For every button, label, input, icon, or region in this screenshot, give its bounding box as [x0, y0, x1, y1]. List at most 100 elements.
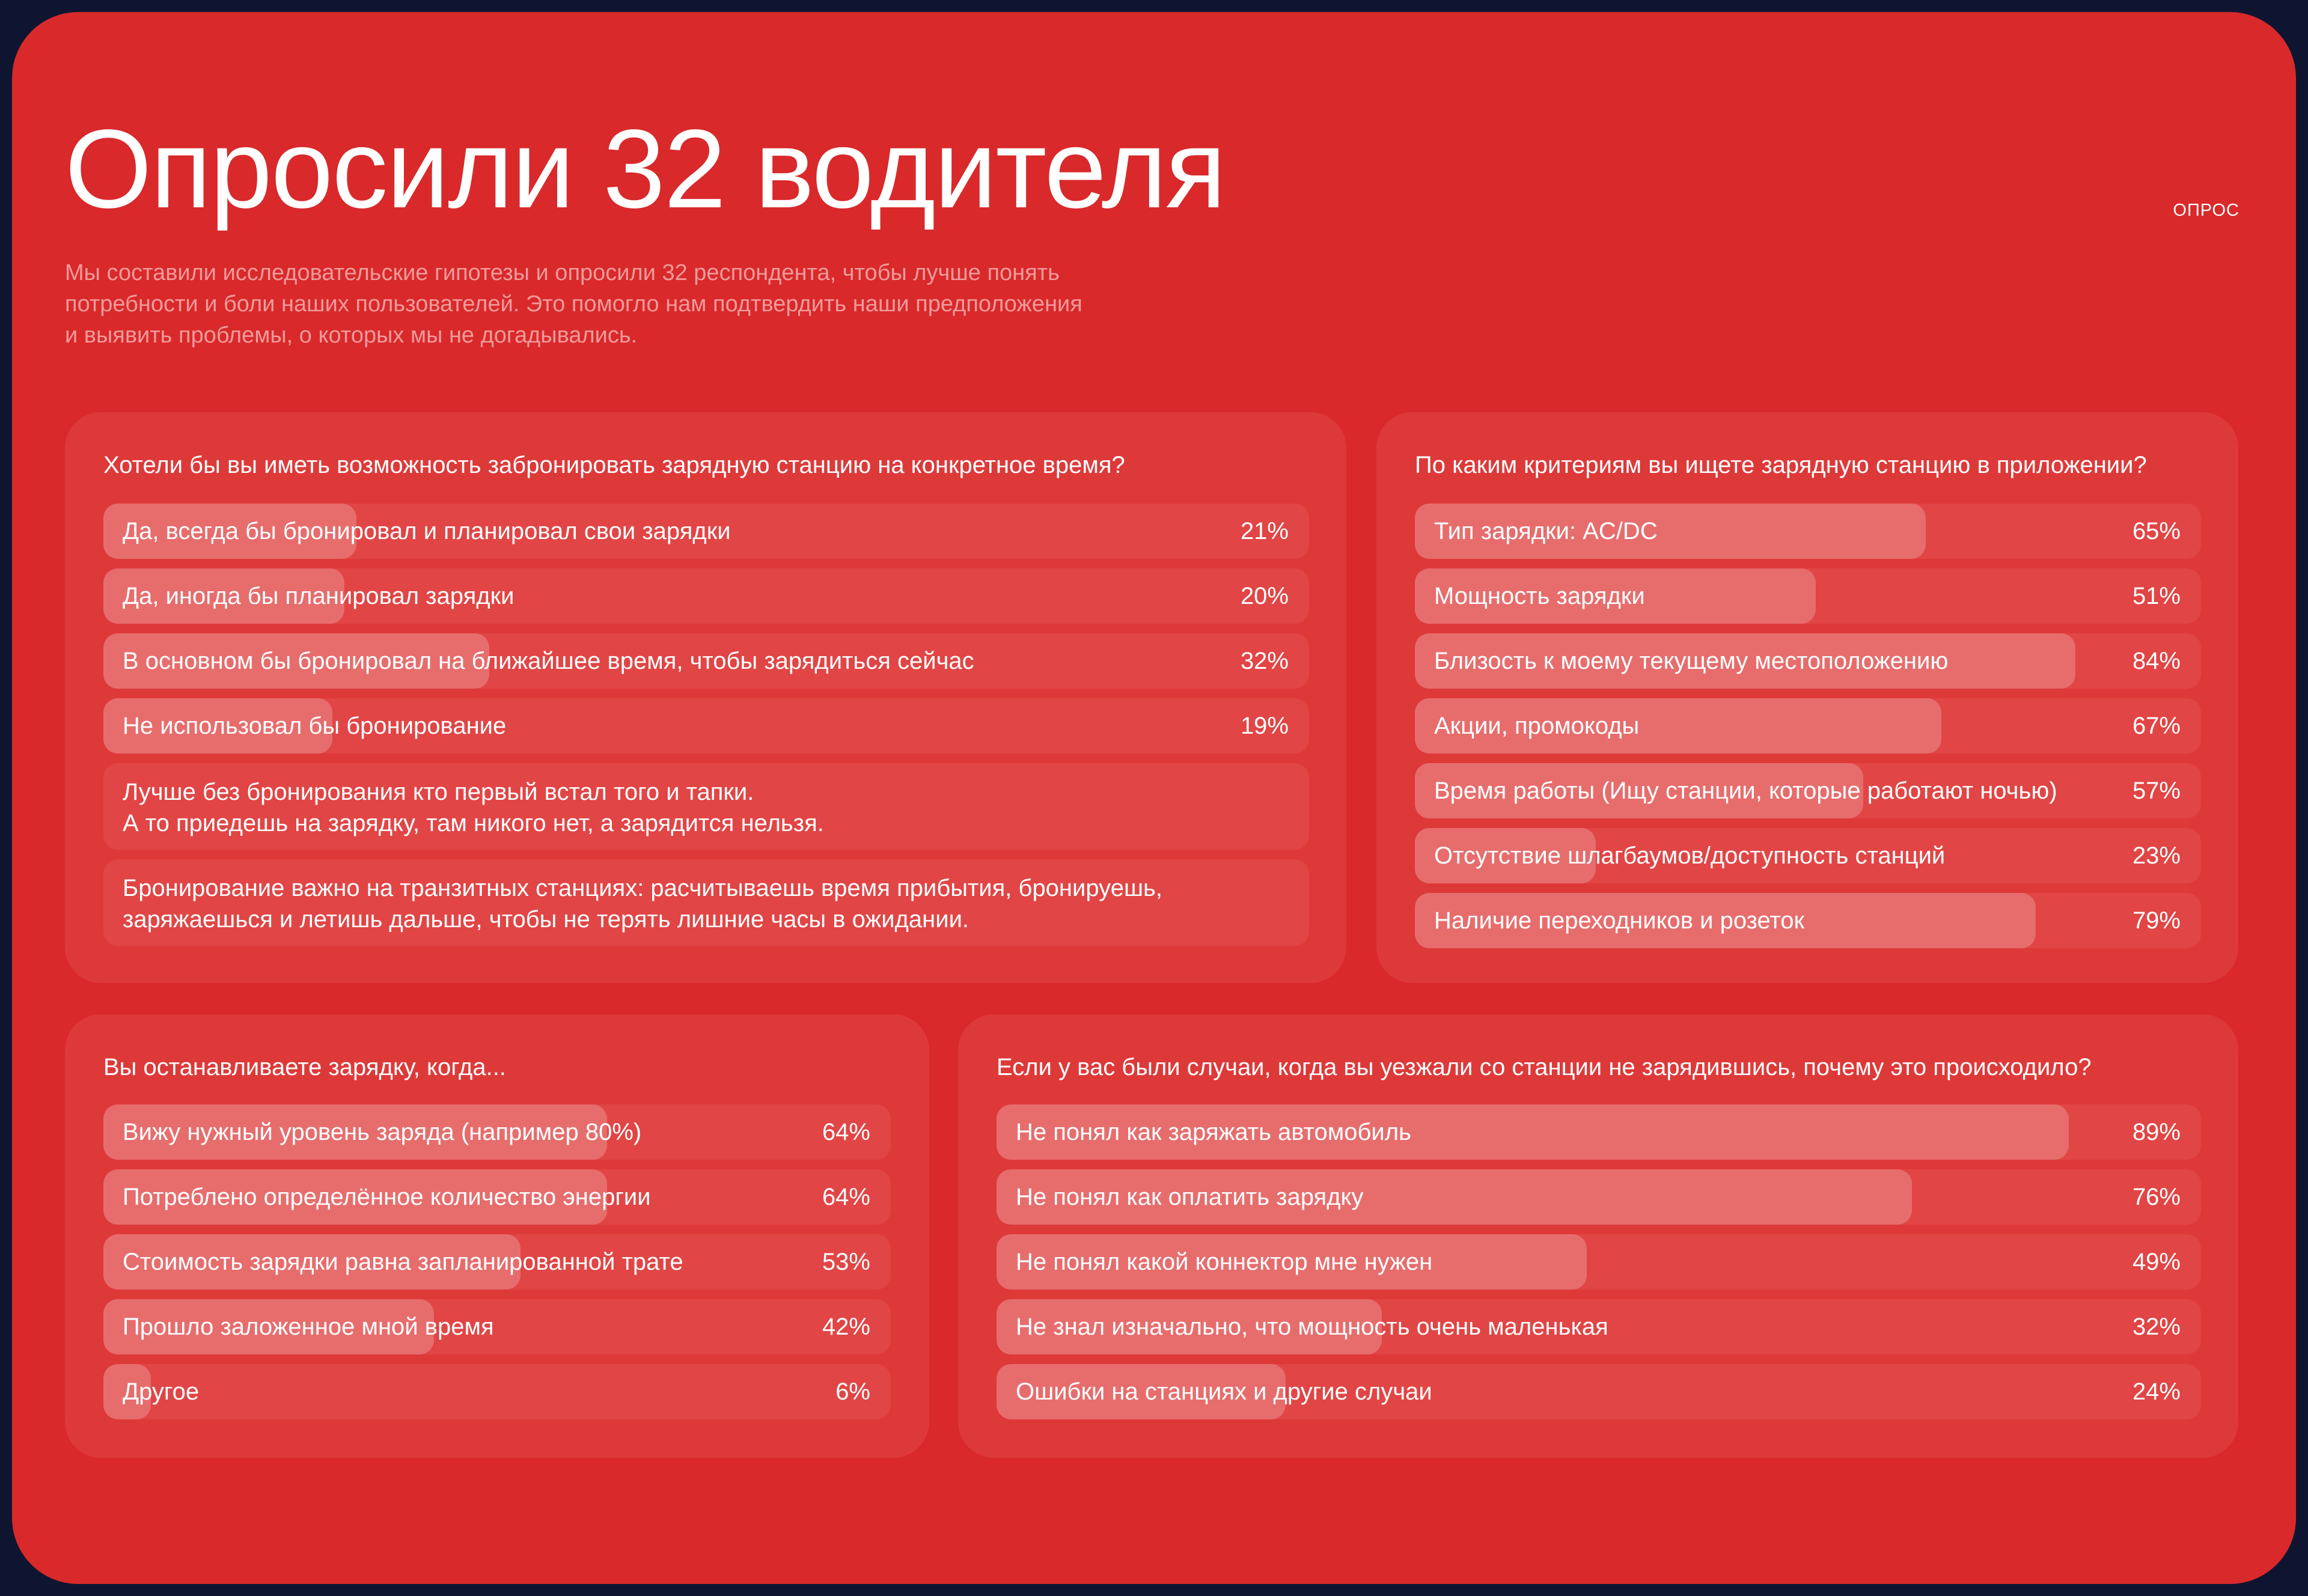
answer-bar: Время работы (Ищу станции, которые работ…	[1415, 763, 2201, 818]
section-tag: ОПРОС	[2173, 201, 2239, 220]
answer-bar-fill	[1415, 893, 2036, 948]
answer-label: Не использовал бы бронирование	[123, 713, 507, 739]
answer-label: Не знал изначально, что мощность очень м…	[1016, 1314, 1608, 1340]
answer-label: Ошибки на станциях и другие случаи	[1016, 1378, 1432, 1405]
answer-bar: Близость к моему текущему местоположению…	[1415, 633, 2201, 689]
answer-percent: 67%	[2132, 713, 2181, 739]
answer-bar-fill	[103, 1234, 521, 1290]
answer-bar: Стоимость зарядки равна запланированной …	[103, 1234, 891, 1290]
answer-label: Близость к моему текущему местоположению	[1434, 648, 1949, 674]
answer-bar-fill	[1415, 763, 1863, 818]
answer-bar: В основном бы бронировал на ближайшее вр…	[103, 633, 1309, 689]
quote-line: А то приедешь на зарядку, там никого нет…	[123, 810, 824, 836]
answer-percent: 19%	[1240, 713, 1289, 739]
subtitle-line: и выявить проблемы, о которых мы не дога…	[65, 323, 638, 348]
subtitle-line: потребности и боли наших пользователей. …	[65, 291, 1082, 317]
answer-label: Тип зарядки: AC/DC	[1434, 518, 1658, 544]
answer-bar: Не использовал бы бронирование 19%	[103, 698, 1309, 754]
answer-bar-fill	[1415, 698, 1942, 754]
answer-bar-fill	[103, 1364, 151, 1419]
answer-label: Акции, промокоды	[1434, 713, 1640, 739]
answer-bar: Наличие переходников и розеток 79%	[1415, 893, 2201, 948]
answer-label: В основном бы бронировал на ближайшее вр…	[123, 648, 974, 674]
answer-bar: Не понял как оплатить зарядку 76%	[997, 1169, 2201, 1225]
answer-bar-fill	[103, 1169, 608, 1225]
answer-bar-fill	[1415, 504, 1926, 559]
answer-label: Мощность зарядки	[1434, 583, 1645, 609]
answer-percent: 65%	[2132, 518, 2181, 544]
answer-label: Не понял как оплатить зарядку	[1016, 1184, 1364, 1210]
answer-percent: 24%	[2132, 1378, 2181, 1405]
answer-percent: 49%	[2132, 1249, 2181, 1275]
answer-bar-fill	[997, 1234, 1587, 1290]
answer-bar-fill	[103, 1299, 435, 1354]
respondent-quote: Бронирование важно на транзитных станция…	[103, 859, 1309, 946]
answer-percent: 89%	[2132, 1119, 2181, 1145]
answer-percent: 6%	[835, 1378, 870, 1405]
answer-bar: Потреблено определённое количество энерг…	[103, 1169, 891, 1225]
answer-label: Не понял как заряжать автомобиль	[1016, 1119, 1411, 1145]
page-subtitle: Мы составили исследовательские гипотезы …	[65, 257, 1237, 351]
answer-bar-fill	[103, 633, 489, 689]
question-leave: Если у вас были случаи, когда вы уезжали…	[997, 1054, 2092, 1080]
answer-percent: 21%	[1240, 518, 1289, 544]
answer-percent: 32%	[2132, 1314, 2181, 1340]
answer-bar-fill	[1415, 568, 1816, 624]
answer-percent: 53%	[822, 1249, 870, 1275]
answer-percent: 20%	[1240, 583, 1289, 609]
answer-percent: 79%	[2132, 907, 2181, 934]
answer-percent: 64%	[822, 1119, 870, 1145]
answer-label: Наличие переходников и розеток	[1434, 907, 1805, 934]
answer-bar-fill	[103, 1104, 608, 1160]
answer-bar: Акции, промокоды 67%	[1415, 698, 2201, 754]
question-criteria: По каким критериям вы ищете зарядную ста…	[1415, 452, 2147, 478]
answer-bar-fill	[997, 1299, 1382, 1354]
answer-bar: Не знал изначально, что мощность очень м…	[997, 1299, 2201, 1354]
answer-bar: Ошибки на станциях и другие случаи 24%	[997, 1364, 2201, 1419]
quote-line: заряжаешься и летишь дальше, чтобы не те…	[123, 906, 969, 933]
subtitle-line: Мы составили исследовательские гипотезы …	[65, 260, 1060, 285]
answer-percent: 57%	[2132, 778, 2181, 804]
answer-bar: Вижу нужный уровень заряда (например 80%…	[103, 1104, 891, 1160]
answer-bar-fill	[997, 1104, 2069, 1160]
answer-label: Стоимость зарядки равна запланированной …	[123, 1249, 683, 1275]
answer-percent: 32%	[1240, 648, 1289, 674]
answer-bar: Прошло заложенное мной время 42%	[103, 1299, 891, 1354]
answer-percent: 23%	[2132, 842, 2181, 869]
answer-bar: Другое 6%	[103, 1364, 891, 1419]
answer-percent: 64%	[822, 1184, 870, 1210]
page-title: Опросили 32 водителя	[65, 107, 1226, 231]
answer-label: Вижу нужный уровень заряда (например 80%…	[123, 1119, 642, 1145]
question-stop: Вы останавливаете зарядку, когда...	[103, 1054, 506, 1080]
answer-label: Не понял какой коннектор мне нужен	[1016, 1249, 1433, 1275]
answer-percent: 51%	[2132, 583, 2181, 609]
answer-label: Прошло заложенное мной время	[123, 1314, 494, 1340]
answer-bar-fill	[1415, 828, 1596, 883]
respondent-quote: Лучше без бронирования кто первый встал …	[103, 763, 1309, 850]
question-booking: Хотели бы вы иметь возможность заброниро…	[103, 452, 1125, 478]
quote-line: Бронирование важно на транзитных станция…	[123, 875, 1162, 901]
answer-bar: Тип зарядки: AC/DC 65%	[1415, 504, 2201, 559]
answer-bar-fill	[103, 698, 333, 754]
answer-bar-fill	[1415, 633, 2075, 689]
answer-label: Да, всегда бы бронировал и планировал св…	[123, 518, 731, 544]
answer-percent: 42%	[822, 1314, 870, 1340]
answer-bar: Не понял какой коннектор мне нужен 49%	[997, 1234, 2201, 1290]
answer-bar: Да, иногда бы планировал зарядки 20%	[103, 568, 1309, 624]
answer-percent: 84%	[2132, 648, 2181, 674]
answer-label: Отсутствие шлагбаумов/доступность станци…	[1434, 842, 1946, 869]
quote-line: Лучше без бронирования кто первый встал …	[123, 779, 754, 805]
answer-label: Потреблено определённое количество энерг…	[123, 1184, 651, 1210]
answer-bar-fill	[997, 1169, 1913, 1225]
answer-bar: Мощность зарядки 51%	[1415, 568, 2201, 624]
answer-bar: Не понял как заряжать автомобиль 89%	[997, 1104, 2201, 1160]
answer-bar-fill	[103, 568, 345, 624]
answer-bar: Отсутствие шлагбаумов/доступность станци…	[1415, 828, 2201, 883]
answer-label: Другое	[123, 1378, 200, 1405]
answer-percent: 76%	[2132, 1184, 2181, 1210]
answer-bar-fill	[103, 504, 357, 559]
answer-label: Да, иногда бы планировал зарядки	[123, 583, 514, 609]
answer-label: Время работы (Ищу станции, которые работ…	[1434, 778, 2057, 804]
answer-bar-fill	[997, 1364, 1286, 1419]
answer-bar: Да, всегда бы бронировал и планировал св…	[103, 504, 1309, 559]
